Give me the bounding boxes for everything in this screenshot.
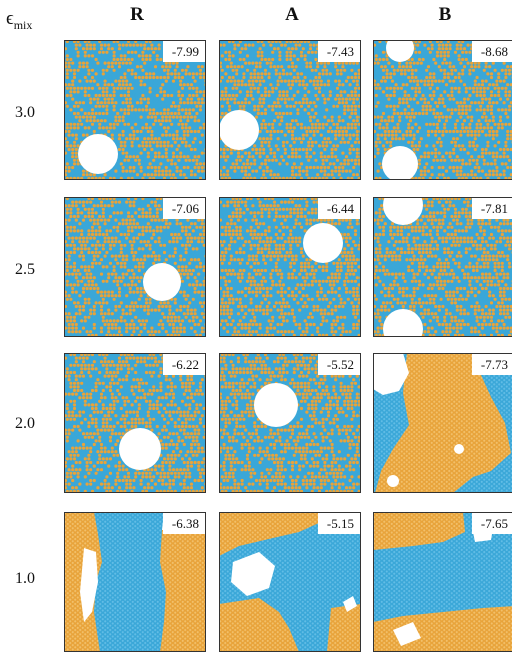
panel-a-2-0: -5.52 [219,353,361,493]
epsilon-mix-header: ϵmix [6,8,32,33]
column-header-a: A [272,4,312,26]
energy-label: -5.15 [318,513,360,534]
row-label-1-0: 1.0 [0,570,50,588]
row-label-2-5: 2.5 [0,261,50,279]
panel-b-2-5: -7.81 [373,197,512,337]
panel-b-2-0: -7.73 [373,353,512,493]
panel-a-2-5: -6.44 [219,197,361,337]
panel-b-3-0: -8.68 [373,40,512,180]
energy-label: -5.52 [318,354,360,375]
energy-label: -7.73 [472,354,512,375]
panel-r-3-0: -7.99 [64,40,206,180]
energy-label: -7.06 [163,198,205,219]
energy-label: -7.65 [472,513,512,534]
energy-label: -6.22 [163,354,205,375]
energy-label: -6.38 [163,513,205,534]
panel-b-1-0: -7.65 [373,512,512,652]
column-header-b: B [425,4,465,26]
param-symbol: ϵ [6,8,14,29]
energy-label: -7.43 [318,41,360,62]
energy-label: -7.81 [472,198,512,219]
panel-r-2-0: -6.22 [64,353,206,493]
column-header-r: R [117,4,157,26]
param-subscript: mix [14,18,33,32]
panel-r-1-0: -6.38 [64,512,206,652]
panel-r-2-5: -7.06 [64,197,206,337]
energy-label: -7.99 [163,41,205,62]
row-label-2-0: 2.0 [0,415,50,433]
panel-a-3-0: -7.43 [219,40,361,180]
panel-a-1-0: -5.15 [219,512,361,652]
energy-label: -6.44 [318,198,360,219]
energy-label: -8.68 [472,41,512,62]
row-label-3-0: 3.0 [0,104,50,122]
